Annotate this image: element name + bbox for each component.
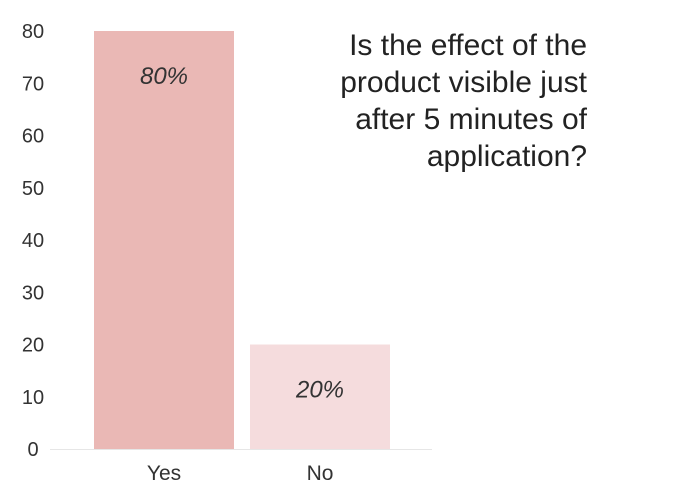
chart-title: Is the effect of the product visible just… [340,29,587,173]
x-tick-label: No [307,462,334,485]
bar-yes [94,31,234,449]
y-tick-label: 80 [22,21,44,43]
y-tick-label: 30 [22,282,44,304]
chart-title-line: product visible just [340,66,587,99]
chart-title-line: after 5 minutes of [355,103,587,136]
chart-title-line: application? [427,140,587,173]
bar-no [250,344,390,449]
y-tick-label: 60 [22,126,44,148]
x-axis-labels: Yes No [147,462,334,485]
data-label-yes: 80% [140,63,188,90]
y-tick-label: 40 [22,230,44,252]
data-label-no: 20% [295,377,344,404]
x-tick-label: Yes [147,462,181,485]
y-tick-label: 70 [22,73,44,95]
y-tick-label: 10 [22,387,44,409]
y-axis-ticks: 0 10 20 30 40 50 60 70 80 [22,21,44,461]
bars: 80% 20% [94,31,390,449]
y-tick-label: 20 [22,335,44,357]
y-tick-label: 50 [22,178,44,200]
chart-title-line: Is the effect of the [349,29,587,62]
y-tick-label: 0 [27,439,38,461]
